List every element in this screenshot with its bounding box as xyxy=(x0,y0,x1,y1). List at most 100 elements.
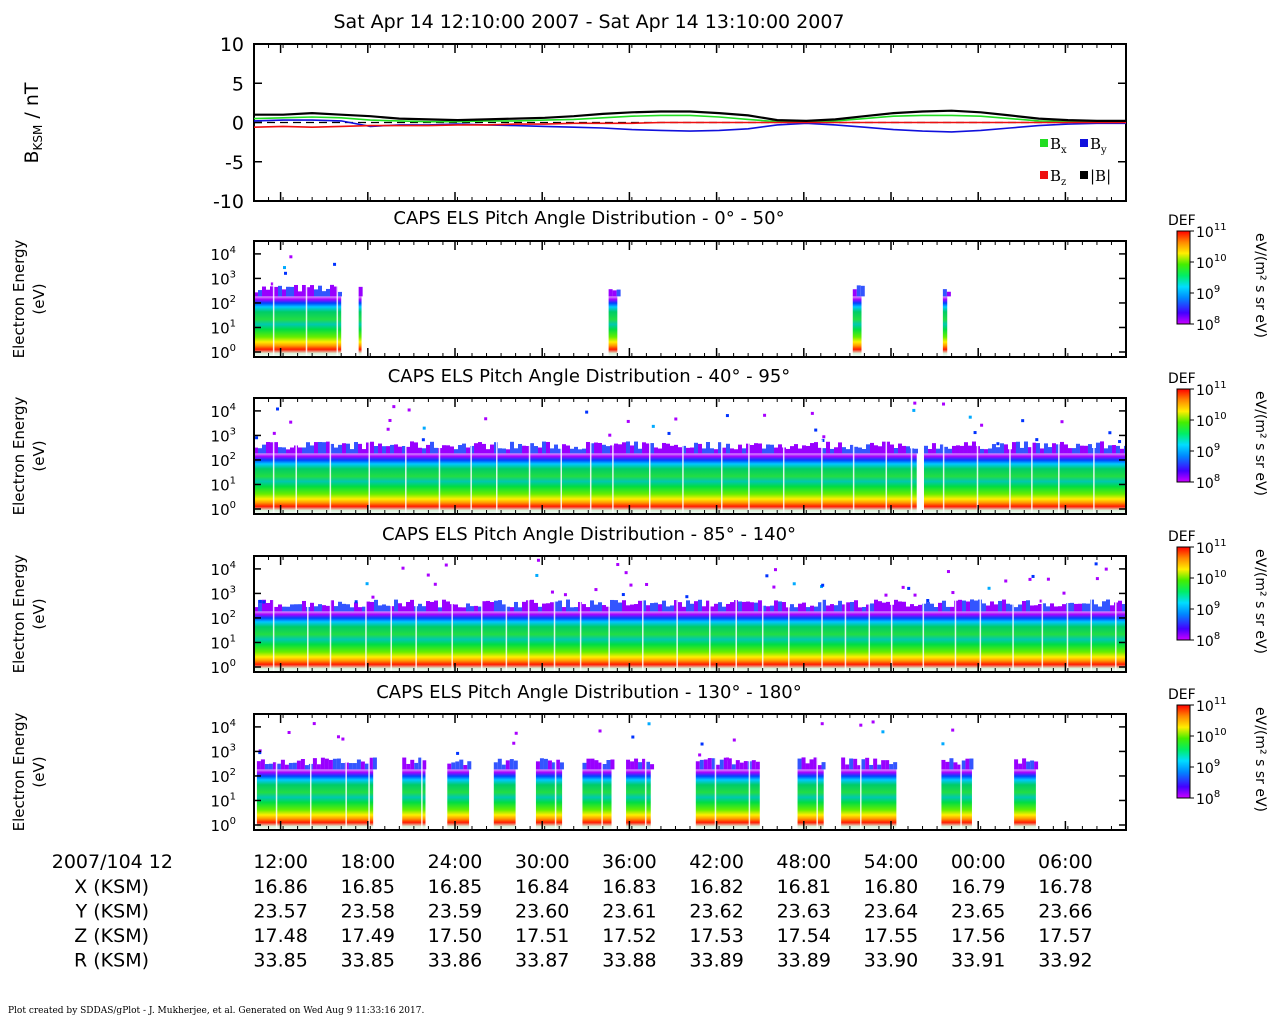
colorbar-unit: eV/(m² s sr eV) xyxy=(1252,391,1268,496)
spectrogram-gap xyxy=(345,755,347,830)
spectrogram-edge xyxy=(898,443,902,454)
spectrogram-edge xyxy=(459,759,464,770)
colorbar-tick-label: 1011 xyxy=(1196,380,1227,399)
spectrogram-edge xyxy=(854,446,858,454)
spectrogram-edge xyxy=(406,601,410,612)
spectrogram-gap xyxy=(709,597,711,672)
spectrogram-edge xyxy=(1011,442,1016,454)
spectrogram-edge xyxy=(654,447,658,454)
colorbar-label: DEF xyxy=(1168,529,1196,545)
spectrogram-edge xyxy=(614,600,618,612)
spectrogram-edge xyxy=(754,443,758,454)
spectrogram-edge xyxy=(262,444,266,454)
spectrogram-edge xyxy=(762,448,766,454)
spectrogram-edge xyxy=(722,606,726,612)
spectrogram-edge xyxy=(1043,443,1048,454)
spectrogram-edge xyxy=(850,601,854,612)
spectrogram-speckle xyxy=(772,585,776,589)
spectrogram-edge xyxy=(1006,603,1010,612)
spectrogram-edge xyxy=(774,600,778,612)
spectrogram-edge xyxy=(813,757,818,770)
spectrogram-edge xyxy=(1034,761,1039,770)
spectrogram-edge xyxy=(995,447,1000,454)
spectrogram-y-label: Electron Energy (eV) xyxy=(10,554,48,673)
spectrogram-edge xyxy=(258,290,262,297)
colorbar-tick-label: 108 xyxy=(1196,473,1220,492)
spectrogram-gap xyxy=(579,597,582,672)
spectrogram-edge xyxy=(953,762,958,770)
spectrogram-speckle xyxy=(913,593,917,597)
spectrogram-edge xyxy=(1031,442,1036,454)
spectrogram-edge xyxy=(530,443,534,454)
spectrogram-edge xyxy=(822,599,826,612)
spectrogram-edge xyxy=(478,442,482,454)
spectrogram-edge xyxy=(302,284,306,297)
spectrogram-speckle xyxy=(674,417,678,421)
spectrogram-edge xyxy=(290,286,294,297)
spectrogram-edge xyxy=(274,606,278,612)
spectrogram-edge xyxy=(276,763,281,770)
spectrogram-edge xyxy=(806,445,810,454)
spectrogram-edge xyxy=(738,601,742,612)
spectrogram-edge xyxy=(906,446,910,454)
spectrogram-edge xyxy=(730,602,734,612)
colorbar xyxy=(1176,230,1191,325)
spectrogram-coverage xyxy=(608,294,618,357)
mag-y-label-unit: / nT xyxy=(21,82,43,125)
spectrogram-speckle xyxy=(1094,562,1098,566)
spectrogram-speckle xyxy=(884,593,888,597)
spectrogram-edge xyxy=(372,757,377,770)
colorbar xyxy=(1176,704,1191,799)
spectrogram-edge xyxy=(350,607,354,612)
spectrogram-edge xyxy=(898,601,902,612)
spectrogram-speckle xyxy=(289,255,293,259)
ephemeris-value: 16.83 xyxy=(602,876,656,898)
mag-y-tick-label: 5 xyxy=(232,73,244,95)
spectrogram-edge xyxy=(1055,444,1060,454)
ephemeris-value: 23.57 xyxy=(253,901,307,923)
spectrogram-gap xyxy=(421,755,423,830)
spectrogram-edge xyxy=(999,443,1004,454)
spectrogram-edge xyxy=(430,441,434,454)
spectrogram-edge xyxy=(690,447,694,454)
spectrogram-edge xyxy=(364,763,369,770)
colorbar-tick-label: 1010 xyxy=(1196,411,1227,430)
spectrogram-edge xyxy=(626,759,631,770)
spectrogram-y-tick-label: 104 xyxy=(211,402,236,421)
spectrogram-edge xyxy=(1107,445,1112,454)
spectrogram-edge xyxy=(1094,604,1098,612)
spectrogram-edge xyxy=(294,284,298,297)
spectrogram-gap xyxy=(368,755,370,830)
spectrogram-edge xyxy=(535,761,540,770)
spectrogram-edge xyxy=(710,448,714,454)
spectrogram-panel-1: CAPS ELS Pitch Angle Distribution - 0° -… xyxy=(10,208,1268,362)
spectrogram-gap xyxy=(528,439,531,514)
colorbar-tick-label: 108 xyxy=(1196,315,1220,334)
spectrogram-edge xyxy=(630,445,634,454)
spectrogram-speckle xyxy=(820,722,824,726)
spectrogram-gap xyxy=(1066,597,1069,672)
ephemeris-value: 23.66 xyxy=(1038,901,1092,923)
colorbar-unit: eV/(m² s sr eV) xyxy=(1252,707,1268,812)
spectrogram-y-tick-label: 101 xyxy=(211,633,236,652)
spectrogram-edge xyxy=(1030,605,1034,612)
spectrogram-edge xyxy=(622,600,626,612)
spectrogram-edge xyxy=(722,447,726,454)
spectrogram-edge xyxy=(358,607,362,612)
spectrogram-edge xyxy=(490,602,494,612)
spectrogram-edge xyxy=(616,289,621,297)
spectrogram-edge xyxy=(634,758,639,770)
spectrogram-gap xyxy=(960,755,962,830)
spectrogram-edge xyxy=(699,759,704,770)
spectrogram-speckle xyxy=(647,722,651,726)
spectrogram-edge xyxy=(570,448,574,454)
spectrogram-speckle xyxy=(624,571,628,575)
spectrogram-speckle xyxy=(792,582,796,586)
spectrogram-edge xyxy=(486,600,490,612)
spectrogram-gap xyxy=(505,597,508,672)
spectrogram-edge xyxy=(378,443,382,454)
spectrogram-edge xyxy=(857,765,862,770)
spectrogram-edge xyxy=(846,602,850,612)
spectrogram-gap xyxy=(601,755,603,830)
spectrogram-edge xyxy=(902,445,906,454)
